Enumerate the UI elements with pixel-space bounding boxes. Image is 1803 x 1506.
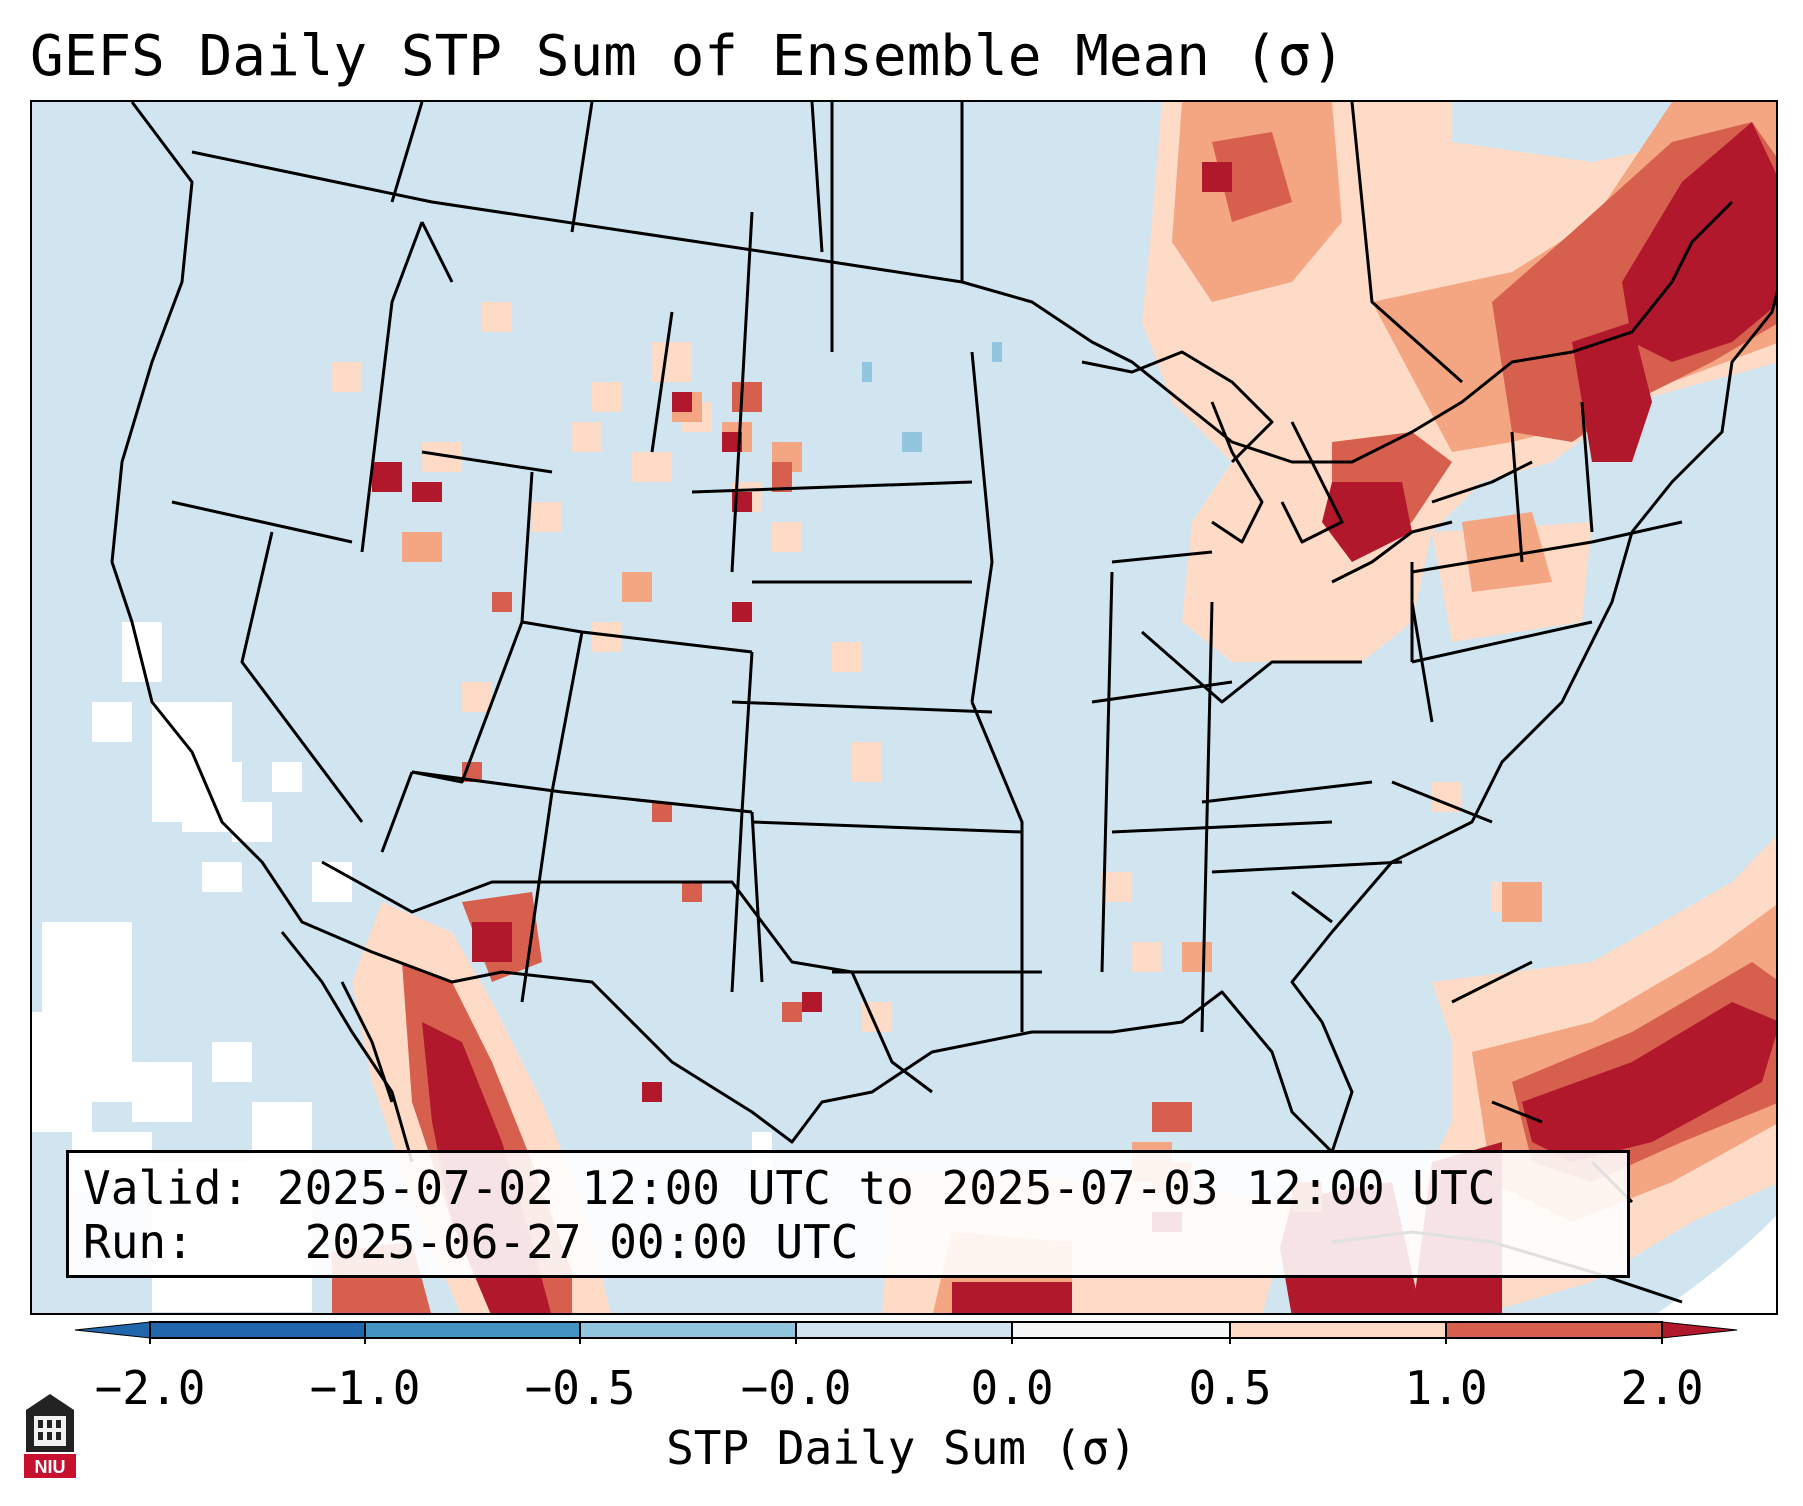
colorbar-tick-label: 2.0 (1620, 1361, 1704, 1415)
stp-map (32, 102, 1776, 1313)
colorbar-tick-label: −2.0 (94, 1361, 206, 1415)
colorbar-segment (1446, 1322, 1662, 1338)
colorbar-tick-label: 0.0 (970, 1361, 1054, 1415)
colorbar-tick-label: −1.0 (309, 1361, 421, 1415)
colorbar-extend-low (74, 1321, 151, 1339)
colorbar-tick-label: 1.0 (1404, 1361, 1488, 1415)
colorbar-label: STP Daily Sum (σ) (666, 1421, 1137, 1475)
valid-label: Valid: (83, 1161, 250, 1215)
run-label: Run: (83, 1215, 194, 1269)
page-title: GEFS Daily STP Sum of Ensemble Mean (σ) (30, 24, 1345, 89)
colorbar-segment (150, 1322, 365, 1338)
colorbar-segment (1230, 1322, 1446, 1338)
colorbar-tick-label: −0.0 (740, 1361, 852, 1415)
niu-logo-icon: NIU (24, 1394, 76, 1478)
colorbar-segment (580, 1322, 796, 1338)
state-borders (110, 102, 1776, 1304)
valid-value: 2025-07-02 12:00 UTC to 2025-07-03 12:00… (276, 1161, 1496, 1215)
colorbar-extend-high (1661, 1321, 1738, 1339)
colorbar-tick-label: −0.5 (524, 1361, 636, 1415)
logo-text: NIU (35, 1457, 66, 1477)
colorbar (74, 1321, 1738, 1344)
run-value: 2025-06-27 00:00 UTC (304, 1215, 859, 1269)
colorbar-segment (1012, 1322, 1230, 1338)
map-panel (30, 100, 1778, 1315)
colorbar-segment (365, 1322, 580, 1338)
colorbar-segment (796, 1322, 1012, 1338)
colorbar-tick-label: 0.5 (1188, 1361, 1272, 1415)
info-box: Valid: 2025-07-02 12:00 UTC to 2025-07-0… (66, 1150, 1630, 1278)
